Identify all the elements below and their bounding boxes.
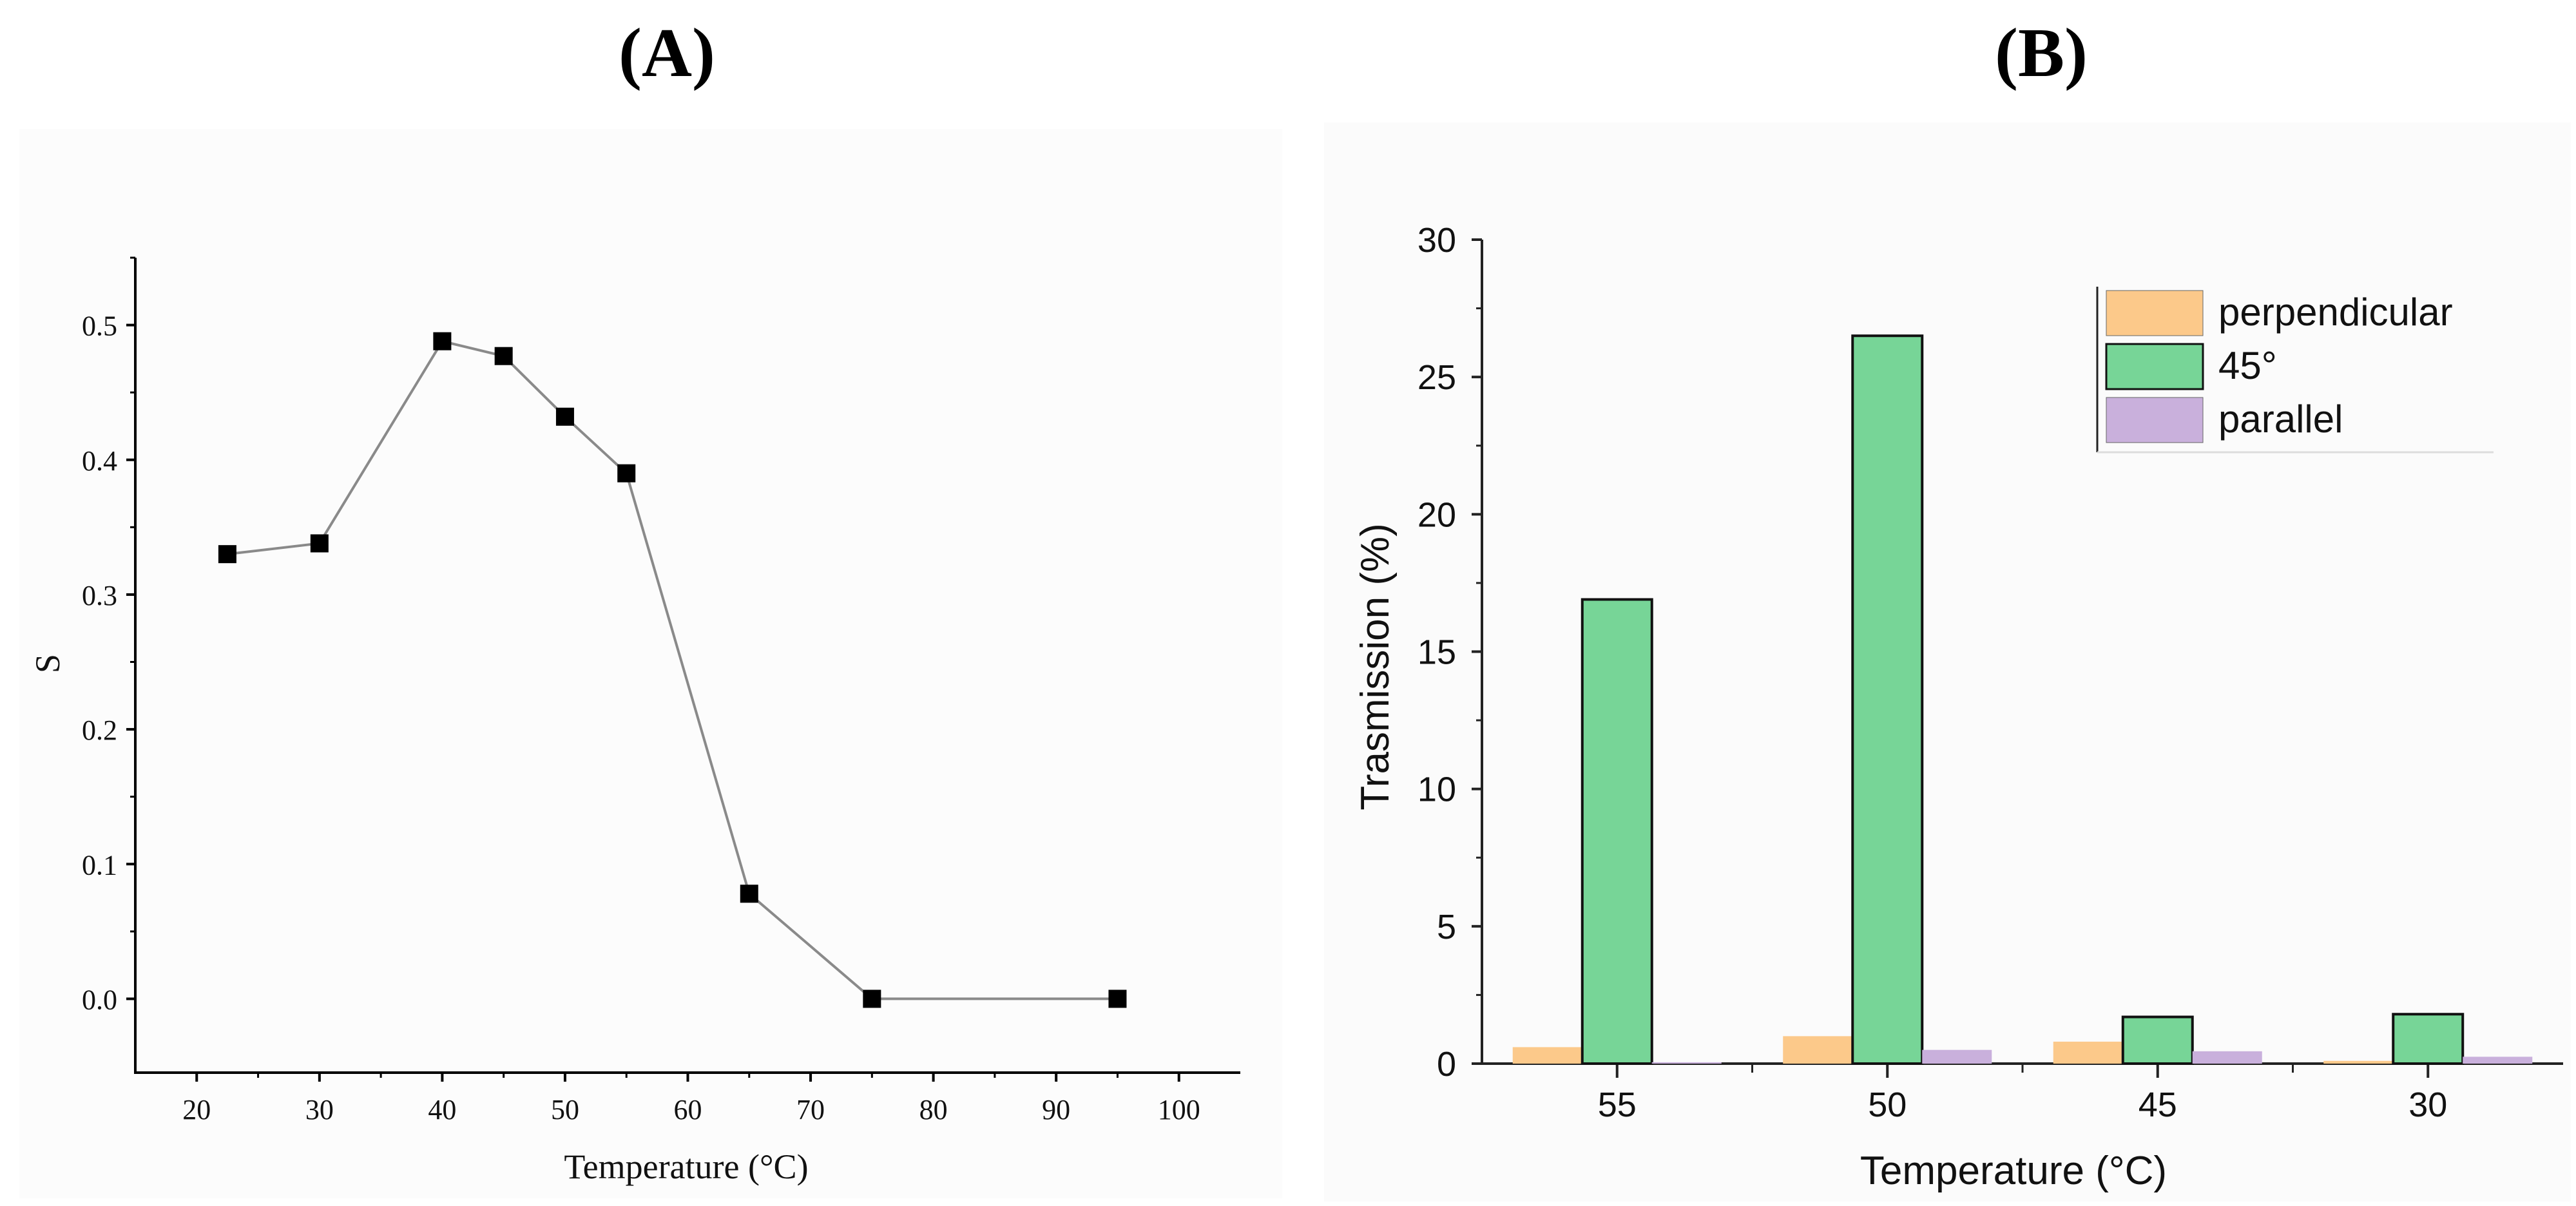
- panel-b-legend-swatch: [2106, 397, 2204, 443]
- panel-b-x-tick-label: 50: [1868, 1086, 1907, 1124]
- panel-a-data-point: [1108, 990, 1127, 1008]
- panel-b-bar: [1512, 1047, 1582, 1064]
- panel-b-bar: [2192, 1051, 2262, 1064]
- panel-b-y-tick-label: 10: [1418, 770, 1456, 809]
- panel-b-bar: [1851, 334, 1924, 1065]
- panel-b-bar: [2053, 1041, 2123, 1064]
- panel-a-y-axis-label: S: [28, 654, 67, 673]
- panel-b-bar: [1783, 1036, 1853, 1064]
- panel-b-background: [1324, 122, 2571, 1201]
- panel-b-x-tick-label: 55: [1598, 1086, 1637, 1124]
- panel-b-bar: [2121, 1015, 2194, 1065]
- panel-b-legend-label: 45°: [2218, 344, 2277, 387]
- panel-b-legend-label: perpendicular: [2218, 291, 2453, 334]
- panel-b-y-tick-label: 30: [1418, 221, 1456, 260]
- panel-b-y-tick-label: 5: [1437, 908, 1456, 946]
- panel-b-bar: [2323, 1060, 2394, 1064]
- panel-b-label: (B): [1995, 15, 2088, 91]
- panel-a-ticks: 0.0 0.1 0.2 0.3 0.4 0.5 20 30 40 50 60 70 80 90 100: [82, 256, 1200, 1125]
- panel-b-x-axis-label: Temperature (°C): [1860, 1149, 2167, 1193]
- panel-a: (A) 0.0 0.1 0.2 0.3 0.4 0.5 20 30 40 50 60 70 80 90 10…: [19, 15, 1282, 1198]
- panel-a-data-point: [740, 885, 758, 903]
- panel-a-x-tick-label: 70: [796, 1094, 825, 1125]
- panel-a-x-axis-label: Temperature (°C): [564, 1147, 808, 1186]
- panel-a-y-tick-label: 0.4: [82, 445, 117, 477]
- panel-b-legend: perpendicular 45° parallel: [2096, 287, 2494, 454]
- panel-b-bar: [1581, 598, 1653, 1065]
- panel-b-bar: [2392, 1013, 2465, 1066]
- panel-a-x-tick-label: 50: [551, 1094, 579, 1125]
- panel-b-y-tick-label: 15: [1418, 633, 1456, 672]
- panel-a-data-point: [494, 347, 513, 365]
- panel-b-y-tick-label: 25: [1418, 358, 1456, 397]
- panel-b-legend-label: parallel: [2218, 397, 2343, 441]
- panel-a-x-tick-label: 40: [428, 1094, 456, 1125]
- panel-a-y-tick-label: 0.1: [82, 849, 117, 881]
- panel-b-bar: [2463, 1057, 2533, 1064]
- panel-a-x-tick-label: 60: [674, 1094, 702, 1125]
- panel-b-y-tick-label: 20: [1418, 495, 1456, 534]
- panel-b-y-axis-label: Trasmission (%): [1353, 523, 1398, 810]
- panel-b-bars: [1512, 334, 2533, 1066]
- panel-a-x-tick-label: 30: [305, 1094, 334, 1125]
- panel-a-data-point: [433, 332, 452, 350]
- panel-b-x-tick-label: 30: [2408, 1086, 2447, 1124]
- panel-b-y-tick-label: 0: [1437, 1045, 1456, 1084]
- panel-a-label: (A): [619, 15, 715, 91]
- panel-a-background: [19, 129, 1282, 1198]
- panel-a-y-tick-label: 0.0: [82, 984, 117, 1015]
- panel-a-x-tick-label: 20: [182, 1094, 211, 1125]
- panel-a-x-tick-label: 90: [1042, 1094, 1070, 1125]
- panel-a-y-tick-label: 0.5: [82, 311, 117, 342]
- panel-a-data-point: [863, 990, 881, 1008]
- panel-b-legend-swatch: [2105, 343, 2204, 390]
- panel-b-legend-swatch: [2106, 290, 2204, 336]
- panel-b-bar: [1922, 1049, 1992, 1064]
- panel-b: (B) 0 5 10 15 20 25 30 55 50 45 30 perpendicular 45…: [1324, 15, 2571, 1201]
- panel-a-series: [218, 332, 1127, 1008]
- panel-a-y-tick-label: 0.2: [82, 714, 117, 746]
- panel-a-data-point: [218, 545, 236, 564]
- panel-b-bar: [1651, 1062, 1722, 1064]
- panel-a-y-tick-label: 0.3: [82, 580, 117, 611]
- panel-a-data-point: [617, 464, 636, 483]
- panel-b-x-tick-label: 45: [2139, 1086, 2177, 1124]
- panel-a-data-point: [310, 534, 329, 553]
- panel-a-x-tick-label: 100: [1158, 1094, 1200, 1125]
- panel-b-ticks: 0 5 10 15 20 25 30 55 50 45 30: [1418, 221, 2447, 1124]
- panel-a-data-point: [555, 407, 574, 426]
- panel-a-x-tick-label: 80: [919, 1094, 948, 1125]
